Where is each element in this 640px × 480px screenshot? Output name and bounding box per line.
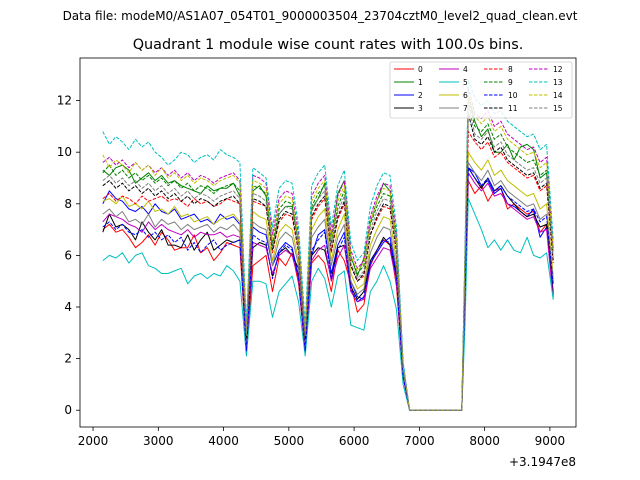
legend-frame — [389, 61, 573, 119]
legend-label-15: 15 — [553, 104, 563, 113]
series-line-14 — [102, 94, 554, 411]
legend-label-4: 4 — [463, 65, 468, 74]
legend-label-10: 10 — [508, 91, 518, 100]
x-tick-label: 2000 — [78, 434, 109, 448]
y-axis: 0 2 4 6 8 10 12 — [57, 94, 80, 417]
series-line-6 — [102, 151, 554, 411]
series-line-10 — [102, 167, 554, 411]
series-line-7 — [102, 162, 554, 411]
chart-suptitle: Data file: modeM0/AS1A07_054T01_90000035… — [63, 9, 578, 23]
legend-label-13: 13 — [553, 78, 563, 87]
x-axis: 2000 3000 4000 5000 6000 7000 8000 9000 — [78, 427, 565, 448]
x-tick-label: 8000 — [469, 434, 500, 448]
series-line-8 — [102, 131, 554, 411]
x-tick-label: 7000 — [404, 434, 435, 448]
x-tick-label: 5000 — [274, 434, 305, 448]
y-tick-label: 0 — [64, 403, 72, 417]
legend-label-2: 2 — [418, 91, 423, 100]
y-tick-label: 8 — [64, 197, 72, 211]
y-tick-label: 12 — [57, 94, 72, 108]
x-tick-label: 4000 — [208, 434, 239, 448]
series-line-0 — [102, 180, 554, 411]
legend-label-3: 3 — [418, 104, 423, 113]
x-tick-label: 9000 — [535, 434, 566, 448]
legend-label-1: 1 — [418, 78, 423, 87]
series-line-2 — [102, 167, 554, 411]
legend-label-11: 11 — [508, 104, 518, 113]
series-line-4 — [102, 172, 554, 411]
legend-label-9: 9 — [508, 78, 513, 87]
legend-label-12: 12 — [553, 65, 563, 74]
y-tick-label: 4 — [64, 300, 72, 314]
series-line-9 — [102, 100, 554, 411]
axes-frame — [79, 57, 577, 428]
x-offset-label: +3.1947e8 — [509, 455, 576, 469]
series-line-5 — [102, 198, 554, 411]
y-tick-label: 10 — [57, 145, 72, 159]
chart-title: Quadrant 1 module wise count rates with … — [133, 37, 524, 53]
legend-label-0: 0 — [418, 65, 423, 74]
series-line-15 — [102, 105, 554, 411]
legend-label-8: 8 — [508, 65, 513, 74]
plot-area — [79, 57, 577, 428]
y-tick-label: 6 — [64, 248, 72, 262]
x-tick-label: 3000 — [143, 434, 174, 448]
legend-label-7: 7 — [463, 104, 468, 113]
legend-label-5: 5 — [463, 78, 468, 87]
y-tick-label: 2 — [64, 352, 72, 366]
legend-label-14: 14 — [553, 91, 563, 100]
series-line-11 — [102, 113, 554, 411]
x-tick-label: 6000 — [339, 434, 370, 448]
legend-label-6: 6 — [463, 91, 468, 100]
